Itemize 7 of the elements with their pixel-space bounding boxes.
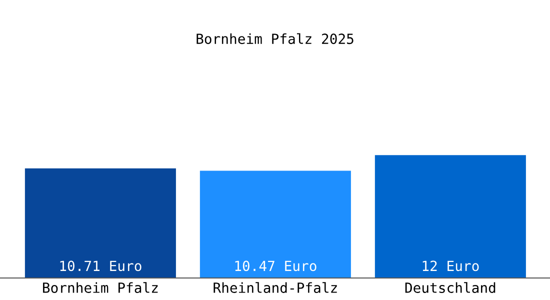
- data-label: 10.47 Euro: [235, 260, 316, 272]
- data-label: 12 Euro: [422, 260, 479, 272]
- chart-title: Bornheim Pfalz 2025: [196, 33, 354, 44]
- x-tick-label: Bornheim Pfalz: [43, 282, 158, 293]
- x-tick-label: Deutschland: [405, 282, 496, 293]
- x-tick-label: Rheinland-Pfalz: [214, 282, 337, 293]
- data-label: 10.71 Euro: [60, 260, 142, 272]
